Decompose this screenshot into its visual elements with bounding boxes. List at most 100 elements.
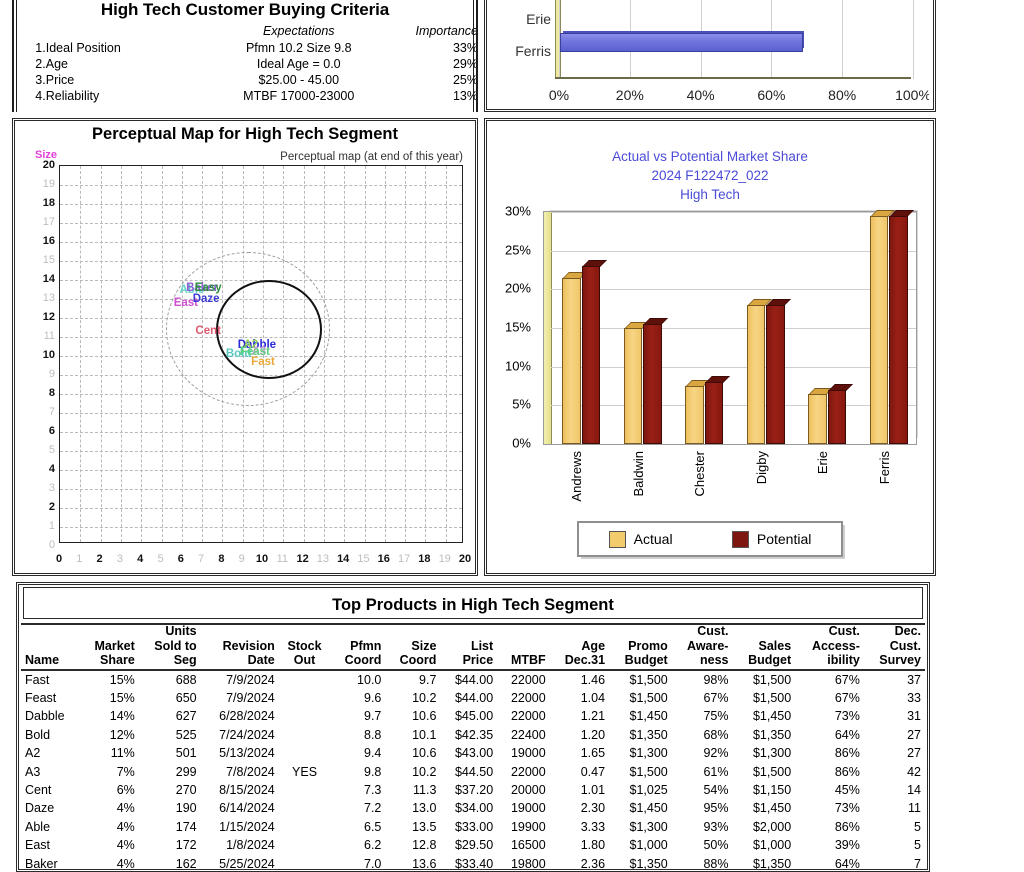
top-products-header-cell: MTBF <box>497 653 550 671</box>
top-products-cell: 54% <box>703 782 729 797</box>
pmap-x-tick: 7 <box>198 553 205 565</box>
top-products-cell: 5 <box>914 838 921 853</box>
pmap-product-label: Dabble <box>237 338 277 351</box>
avp-bar-actual <box>869 209 895 444</box>
table-row[interactable]: Bold 12% 525 7/24/2024 8.8 10.1 $42.35 22400 1.2… <box>21 726 925 744</box>
top-products-cell: 22400 <box>510 727 546 742</box>
pmap-x-tick: 20 <box>458 553 472 565</box>
buying-criteria-panel: High Tech Customer Buying Criteria Expec… <box>12 0 478 112</box>
top-products-header-cell: Price <box>440 653 498 671</box>
top-products-cell <box>279 670 331 689</box>
pmap-product-label: Feast <box>239 346 270 359</box>
hbar-tick-label: 0% <box>548 87 570 103</box>
avp-y-tick-label: 25% <box>504 242 531 258</box>
top-products-header-cell: Coord <box>330 653 386 671</box>
table-row[interactable]: Dabble 14% 627 6/28/2024 9.7 10.6 $45.00 22000 1… <box>21 707 925 725</box>
table-row[interactable]: Fast 15% 688 7/9/2024 10.0 9.7 $44.00 22000 1.46… <box>21 670 925 689</box>
top-products-cell: 45% <box>834 782 860 797</box>
avp-bar-potential <box>889 209 915 444</box>
top-products-header-cell <box>201 625 279 640</box>
top-products-header-cell <box>732 625 795 640</box>
top-products-cell: 190 <box>175 801 197 816</box>
hbar-gridline <box>559 0 560 79</box>
avp-gridline <box>551 366 916 368</box>
top-products-cell: 4% <box>116 856 135 871</box>
avp-x-category-label: Baldwin <box>630 451 646 497</box>
table-row[interactable]: Baker 4% 162 5/25/2024 7.0 13.6 $33.40 19800 2.3… <box>21 855 925 871</box>
top-products-header-cell: List <box>470 638 494 653</box>
table-row[interactable]: A2 11% 501 5/13/2024 9.4 10.6 $43.00 19000 1.65 $… <box>21 744 925 762</box>
top-products-header-cell <box>279 625 331 640</box>
pmap-gridline-v <box>445 166 447 542</box>
top-products-cell: 501 <box>175 746 197 761</box>
pmap-x-tick: 19 <box>438 553 451 565</box>
top-products-cell: 33 <box>907 690 921 705</box>
avp-bar-face <box>643 324 662 444</box>
top-products-header-cell <box>330 625 385 640</box>
top-products-header-cell: Age <box>581 638 606 653</box>
table-row[interactable]: Feast 15% 650 7/9/2024 9.6 10.2 $44.00 22000 1.0… <box>21 689 925 707</box>
top-products-cell: 5 <box>914 819 921 834</box>
avp-bar-actual <box>746 298 772 444</box>
pmap-gridline-v <box>425 166 427 542</box>
pmap-x-tick: 9 <box>238 553 245 565</box>
pmap-y-tick: 12 <box>42 311 55 323</box>
pmap-y-tick: 11 <box>43 330 55 342</box>
criteria-title: High Tech Customer Buying Criteria <box>100 0 390 19</box>
avp-gridline <box>551 405 916 407</box>
criteria-frame <box>12 0 478 112</box>
avp-bar-actual <box>623 322 649 444</box>
top-products-cell: $44.00 <box>454 672 494 687</box>
perceptual-map-subtitle: Perceptual map (at end of this year) <box>280 151 463 163</box>
avp-x-category-label: Chester <box>692 451 708 497</box>
top-products-cell: 19900 <box>510 819 546 834</box>
criteria-row-importance: 25% <box>452 73 478 87</box>
top-products-cell: 98% <box>703 672 729 687</box>
table-row[interactable]: Daze 4% 190 6/14/2024 7.2 13.0 $34.00 19000 2.30… <box>21 799 925 817</box>
legend-swatch-actual <box>608 530 626 548</box>
top-products-cell: Baker <box>25 856 58 871</box>
avp-bar-actual <box>685 380 711 444</box>
criteria-row-number: 4. <box>35 89 46 103</box>
top-products-cell: 61% <box>703 764 729 779</box>
top-products-cell: 75% <box>703 709 729 724</box>
top-products-cell: 12.8 <box>412 838 437 853</box>
top-products-cell: 15% <box>109 690 135 705</box>
avp-x-category-label: Ferris <box>876 451 892 485</box>
top-products-cell: 2.36 <box>580 856 606 871</box>
top-products-cell: 1.65 <box>580 746 606 761</box>
table-row[interactable]: Cent 6% 270 8/15/2024 7.3 11.3 $37.20 20000 1.01… <box>21 781 925 799</box>
top-products-cell: 67% <box>834 672 860 687</box>
top-products-cell: $42.35 <box>454 727 494 742</box>
top-products-cell: 9.7 <box>419 672 437 687</box>
criteria-header-expectations: Expectations <box>262 24 335 38</box>
avp-bar-potential <box>581 260 608 444</box>
criteria-row-name: Age <box>45 57 68 71</box>
avp-legend: Actual Potential <box>577 521 843 557</box>
top-products-cell: 22000 <box>510 690 546 705</box>
pmap-x-tick: 14 <box>337 553 350 565</box>
top-products-cell: $1,000 <box>752 838 792 853</box>
pmap-gridline-h <box>60 489 462 490</box>
pmap-y-tick: 17 <box>42 216 55 228</box>
top-products-cell: 525 <box>175 727 197 742</box>
top-products-header-cell: Pfmn <box>350 638 382 653</box>
top-products-cell: 270 <box>175 782 197 797</box>
top-products-header-cell: Size <box>411 638 437 653</box>
top-products-cell: 15% <box>109 672 135 687</box>
criteria-row: 1. Ideal Position Pfmn 10.2 Size 9.8 33% <box>12 40 478 56</box>
top-products-cell: 14% <box>109 709 135 724</box>
top-products-cell: 10.0 <box>357 672 382 687</box>
avp-plot-area <box>543 209 917 445</box>
top-products-cell: 5/25/2024 <box>219 856 275 871</box>
avp-gridline <box>551 328 916 329</box>
pmap-gridline-v <box>344 166 346 542</box>
pmap-y-tick: 0 <box>48 539 55 551</box>
table-row[interactable]: East 4% 172 1/8/2024 6.2 12.8 $29.50 16500 1.80 $… <box>21 836 925 854</box>
hbar-tick-label: 80% <box>828 87 857 103</box>
top-products-cell: 1.46 <box>580 672 606 687</box>
top-products-cell: A2 <box>25 746 41 761</box>
table-row[interactable]: A3 7% 299 7/8/2024 YES 9.8 10.2 $44.50 22000 0.47… <box>21 763 925 781</box>
table-row[interactable]: Able 4% 174 1/15/2024 6.5 13.5 $33.00 19900 3.33… <box>21 818 925 836</box>
